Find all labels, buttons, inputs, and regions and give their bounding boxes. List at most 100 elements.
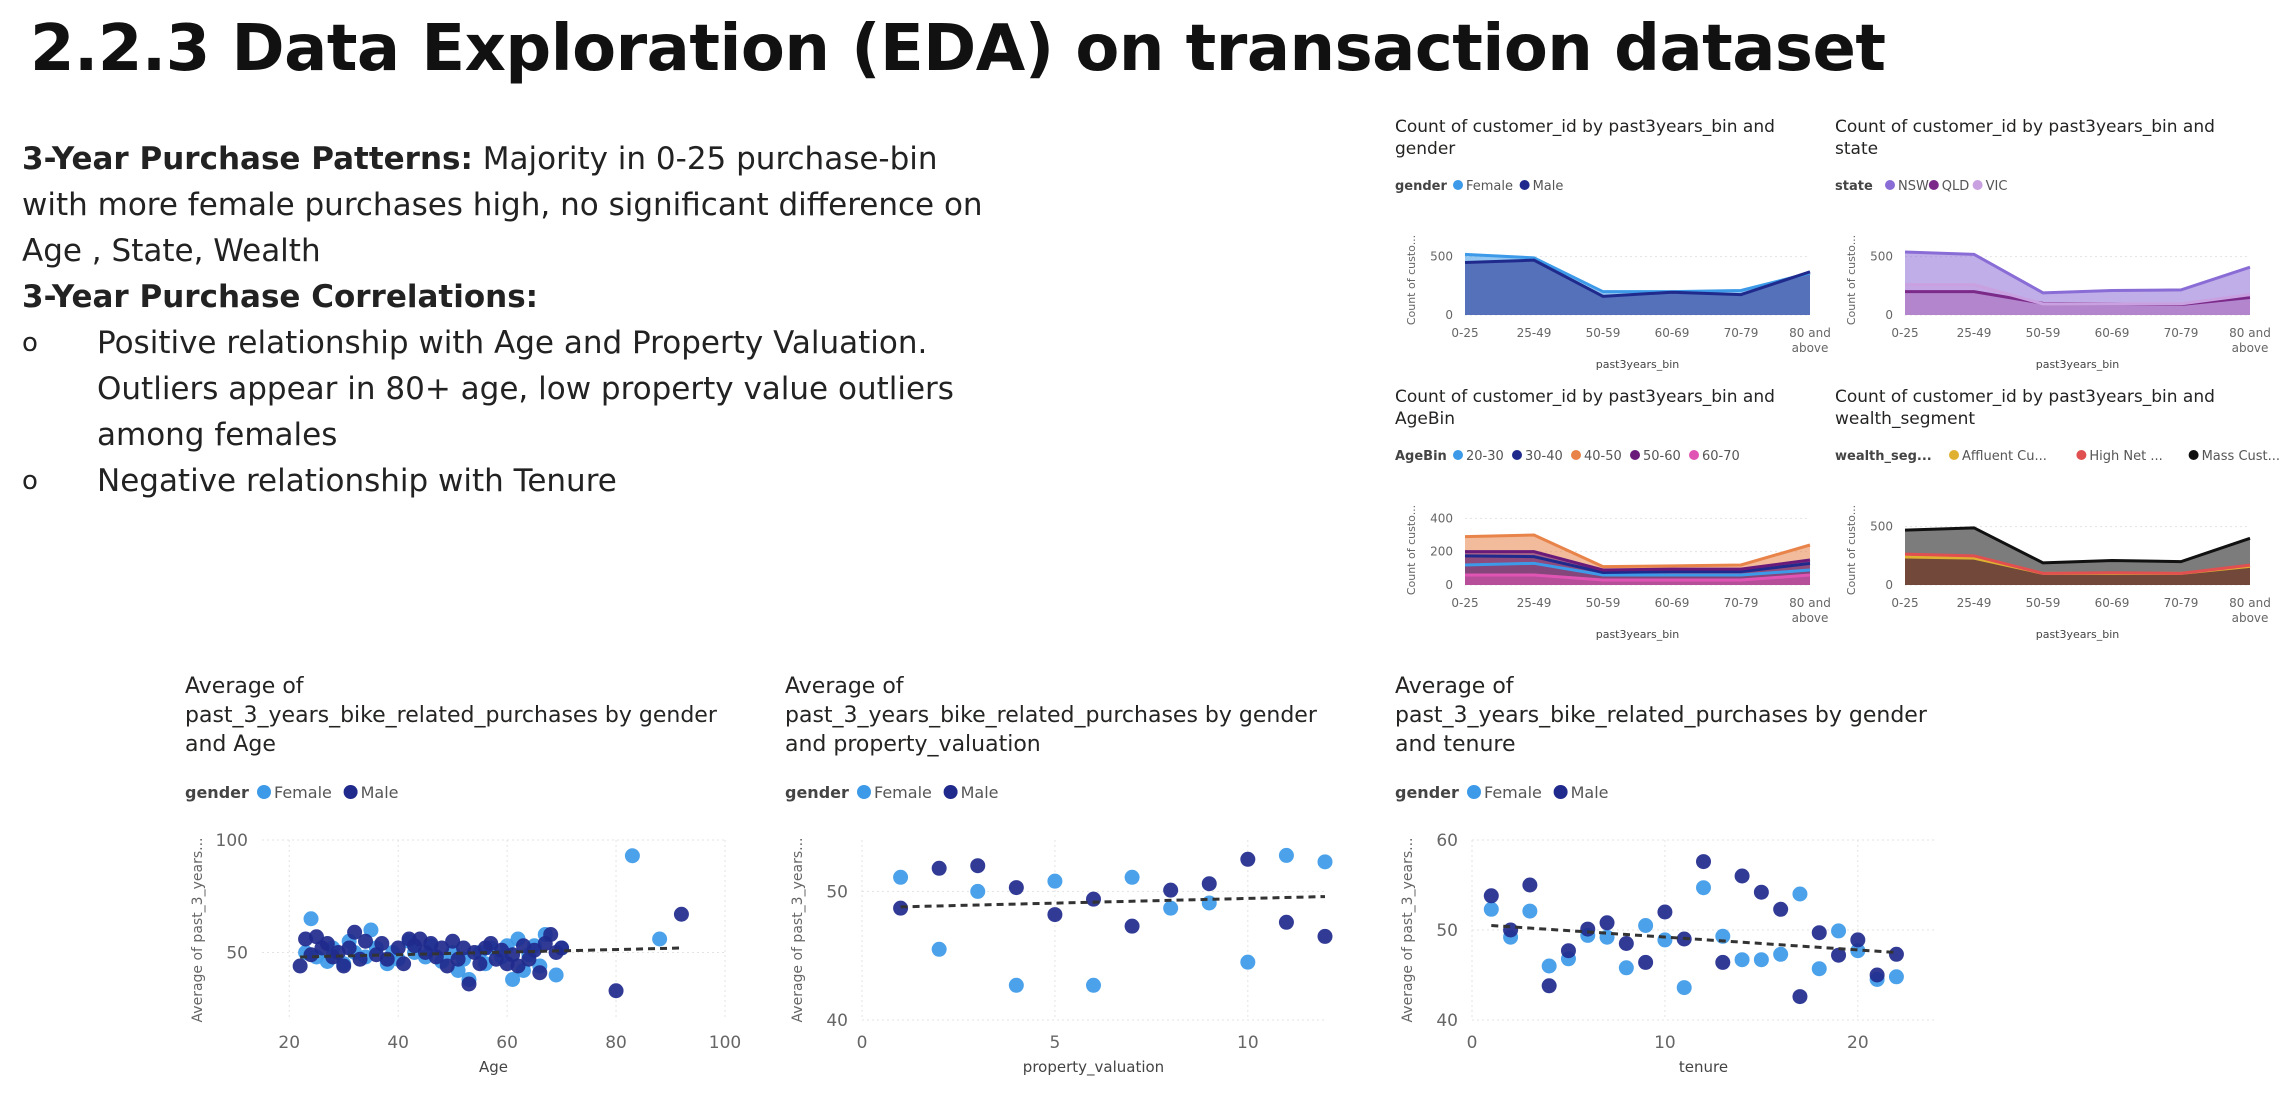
data-point [548,967,564,983]
series-area [1465,260,1810,315]
x-tick-label: 20 [1847,1033,1869,1053]
x-tick-label: 20 [278,1033,300,1053]
chart-title: past_3_years_bike_related_purchases by g… [1395,703,1928,728]
legend-marker [1630,450,1640,460]
chart-svg: Average of past_3_years_bike_related_purc… [785,674,1333,1077]
data-point [554,940,570,956]
chart-title: gender [1395,139,1455,159]
legend-label: NSW [1898,179,1929,194]
data-point [363,922,379,938]
data-point [1047,873,1063,889]
series-line [1464,533,1811,569]
legend-label: QLD [1942,179,1970,194]
x-tick-label: 70-79 [1724,326,1759,340]
data-point [1831,923,1847,939]
legend-marker [1519,180,1530,190]
chart-count-by-agebin[interactable]: Count of customer_id by past3years_bin a… [1395,380,1831,641]
data-point [1618,936,1634,951]
legend-title: AgeBin [1395,449,1447,464]
y-axis-label: Count of custo... [1845,235,1858,325]
data-point [1753,952,1769,968]
y-tick-label: 50 [226,944,248,964]
data-point [1696,854,1711,870]
x-tick-label: 0 [857,1033,868,1053]
data-point [1618,960,1634,976]
data-point [1086,977,1101,993]
data-point [1715,954,1731,970]
scatter-by-age[interactable]: Average of past_3_years_bike_related_purc… [180,665,755,1076]
data-point [303,947,319,963]
x-axis-label: past3years_bin [2036,358,2120,371]
data-point [1696,880,1711,896]
legend-marker [343,785,358,799]
data-point [1047,907,1063,923]
x-tick-label: 60-69 [1655,326,1690,340]
chart-count-by-gender[interactable]: Count of customer_id by past3years_bin a… [1395,110,1831,371]
data-point [390,940,406,956]
data-point [970,858,986,874]
legend-marker [1689,450,1699,460]
purchase-correlations-heading: 3-Year Purchase Correlations: [22,279,539,315]
data-point [1676,980,1692,996]
scatter-by-property-valuation[interactable]: Average of past_3_years_bike_related_purc… [780,665,1355,1077]
data-point [1734,868,1750,884]
bullet-marker: o [22,466,38,496]
data-point [1580,921,1596,937]
data-point [1657,904,1673,920]
y-tick-label: 0 [1885,308,1893,322]
data-point [893,869,909,885]
data-point [1657,932,1673,948]
data-point [341,940,357,956]
chart-count-by-wealth[interactable]: Count of customer_id by past3years_bin a… [1835,380,2280,641]
data-point [1792,989,1808,1005]
data-point [319,936,335,951]
legend-label: Female [874,783,932,802]
data-point [1850,932,1866,948]
x-tick-label: 0 [1467,1033,1478,1053]
scatter-by-tenure[interactable]: Average of past_3_years_bike_related_purc… [1390,665,1965,1076]
data-point [336,958,352,974]
data-point [1773,901,1789,917]
x-tick-label: 60 [496,1033,518,1053]
legend-label: 50-60 [1643,449,1681,464]
chart-count-by-state[interactable]: Count of customer_id by past3years_bin a… [1835,110,2271,371]
chart-title: Count of customer_id by past3years_bin a… [1395,387,1775,407]
y-tick-label: 40 [826,1011,848,1031]
y-axis-label: Count of custo... [1845,505,1858,595]
trend-line [300,946,682,959]
series-area [1905,527,2250,585]
x-tick-label: 25-49 [1957,326,1992,340]
legend-label: 60-70 [1702,449,1740,464]
legend-marker [857,785,871,799]
x-axis-label: past3years_bin [2036,628,2120,641]
y-tick-label: 100 [216,831,248,851]
data-point [1124,869,1140,885]
x-tick-label: 25-49 [1957,596,1992,610]
data-point [931,941,947,957]
x-tick-label: 60-69 [2095,596,2130,610]
x-tick-label: 80 and [1789,326,1831,340]
legend-title: gender [1395,179,1448,194]
x-axis-label: tenure [1679,1058,1728,1076]
x-tick-label: 80 and [2229,596,2271,610]
x-tick-label: above [2232,611,2269,625]
data-point [374,936,390,951]
data-point [357,933,373,949]
data-point [1541,958,1557,974]
legend-label: Male [961,783,999,802]
legend-marker [1553,785,1568,799]
y-tick-label: 0 [1445,308,1453,322]
legend-marker [2188,450,2199,460]
series-line [1465,550,1811,572]
notes-text: 3-Year Purchase Patterns: Majority in 0-… [22,136,1002,504]
data-point [1850,943,1866,959]
legend-marker [1928,180,1939,190]
trend-line [1491,924,1897,954]
legend-label: Male [361,783,399,802]
chart-title: and tenure [1395,732,1516,757]
data-point [308,929,324,945]
data-point [1638,918,1654,933]
x-tick-label: 25-49 [1517,326,1552,340]
legend-title: gender [1395,783,1459,802]
x-tick-label: above [2232,341,2269,355]
